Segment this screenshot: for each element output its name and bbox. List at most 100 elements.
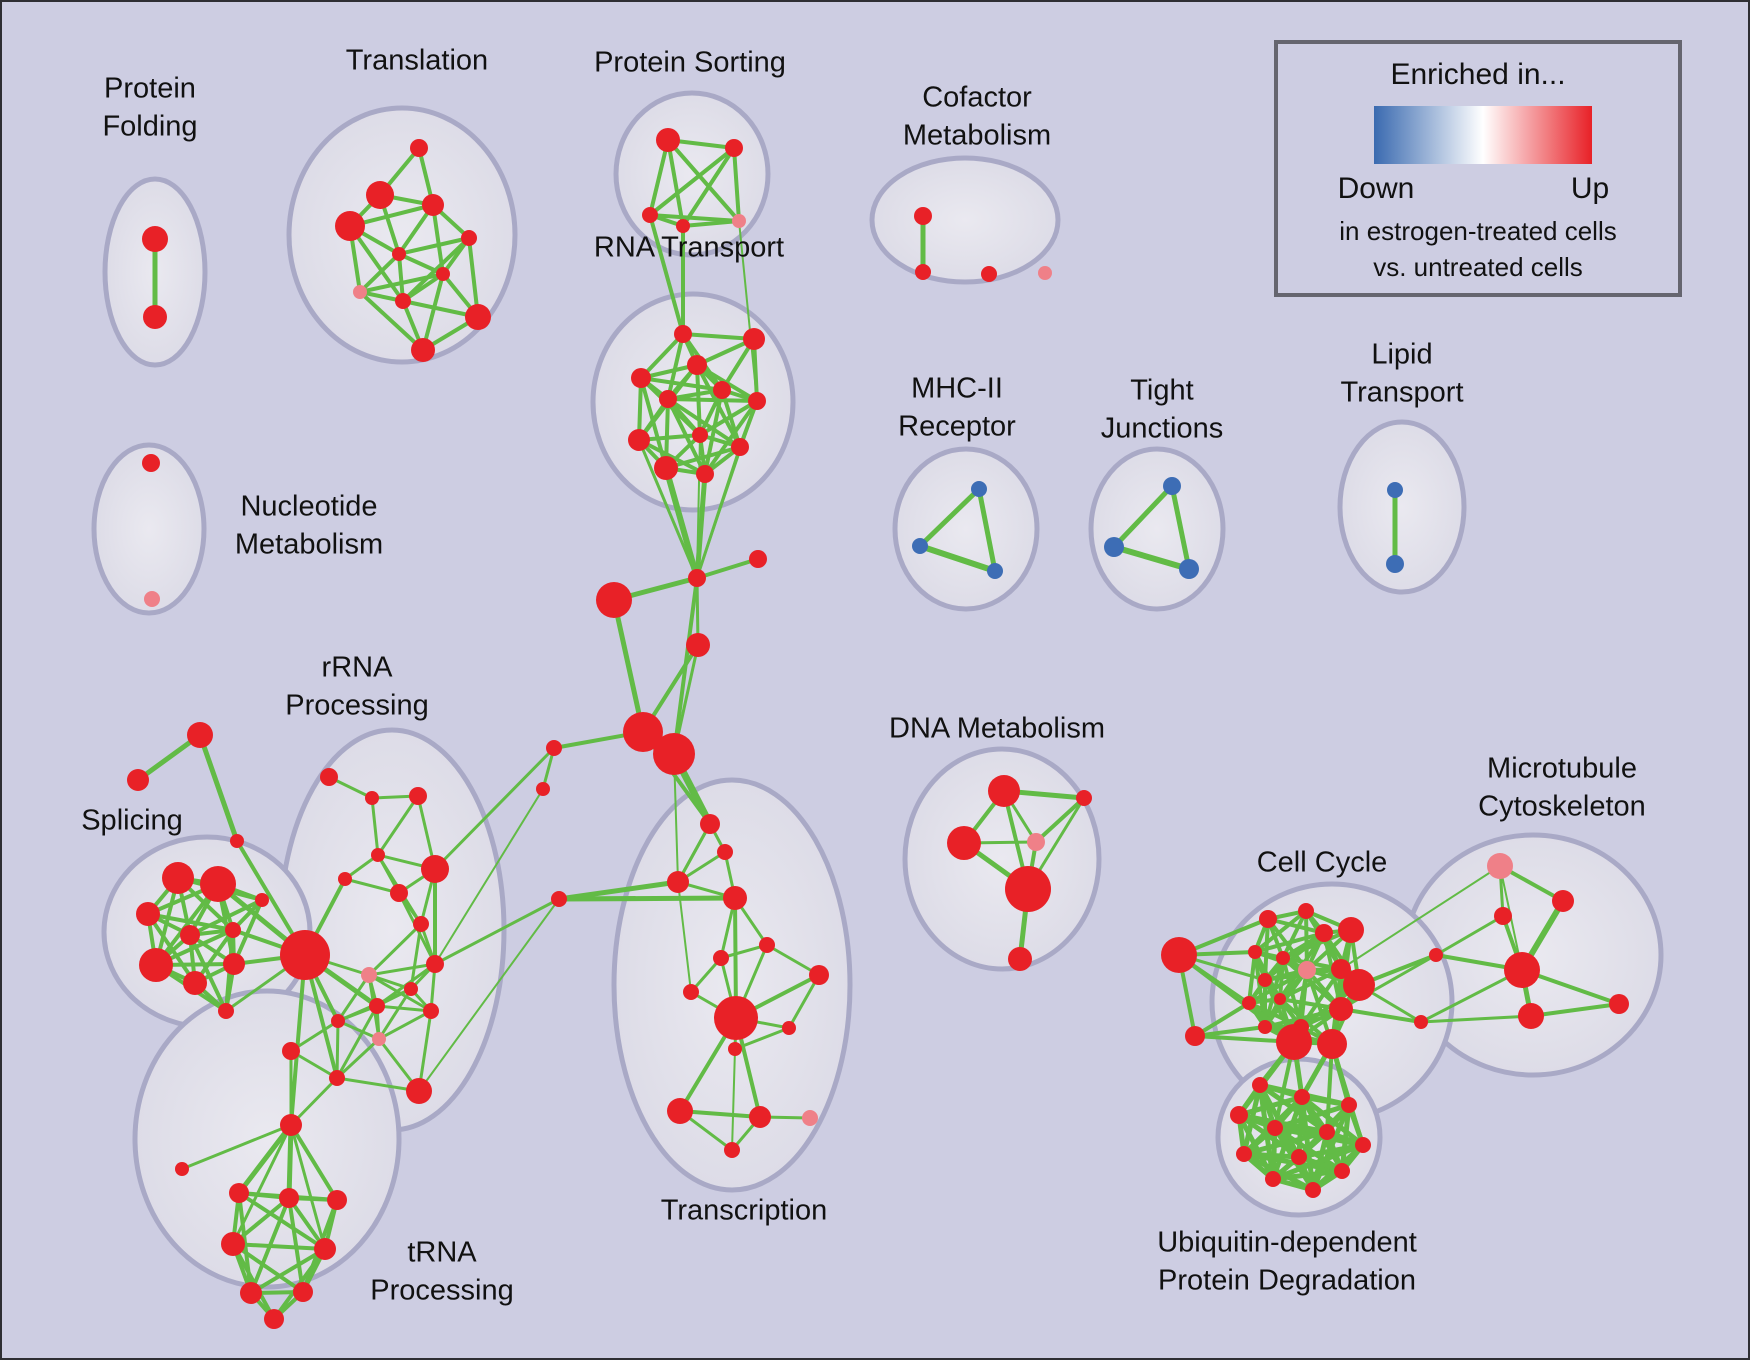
network-node[interactable] (659, 390, 677, 408)
network-edge[interactable] (648, 213, 685, 336)
network-edge[interactable] (231, 1196, 291, 1246)
network-node[interactable] (1298, 903, 1314, 919)
network-edge[interactable] (666, 138, 685, 228)
network-node[interactable] (1008, 947, 1032, 971)
network-node[interactable] (713, 381, 731, 399)
network-node[interactable] (406, 1078, 432, 1104)
network-edge[interactable] (696, 400, 758, 579)
network-node[interactable] (1387, 482, 1403, 498)
network-node[interactable] (748, 392, 766, 410)
network-node[interactable] (221, 1232, 245, 1256)
network-edge[interactable] (289, 953, 307, 1127)
network-node[interactable] (187, 722, 213, 748)
network-node[interactable] (674, 325, 692, 343)
network-node[interactable] (1305, 1182, 1321, 1198)
network-node[interactable] (642, 207, 658, 223)
network-node[interactable] (809, 965, 829, 985)
network-edge[interactable] (397, 252, 445, 276)
network-node[interactable] (335, 211, 365, 241)
network-node[interactable] (1267, 1120, 1283, 1136)
network-edge[interactable] (637, 438, 707, 476)
network-node[interactable] (404, 982, 418, 996)
network-edge[interactable] (417, 1009, 433, 1093)
network-node[interactable] (280, 930, 330, 980)
network-node[interactable] (421, 855, 449, 883)
network-node[interactable] (353, 285, 367, 299)
network-node[interactable] (1518, 1003, 1544, 1029)
network-node[interactable] (218, 1003, 234, 1019)
network-node[interactable] (1331, 959, 1351, 979)
network-node[interactable] (1276, 951, 1290, 965)
network-edge[interactable] (1529, 1002, 1621, 1018)
network-node[interactable] (338, 872, 352, 886)
network-edge[interactable] (678, 1109, 762, 1119)
network-node[interactable] (725, 139, 743, 157)
network-edge[interactable] (639, 332, 685, 380)
network-edge[interactable] (231, 1242, 305, 1294)
network-node[interactable] (331, 1014, 345, 1028)
network-node[interactable] (229, 1183, 249, 1203)
network-edge[interactable] (673, 753, 679, 883)
network-node[interactable] (653, 733, 695, 775)
network-edge[interactable] (681, 146, 736, 228)
network-node[interactable] (162, 862, 194, 894)
network-node[interactable] (1163, 477, 1181, 495)
network-node[interactable] (1414, 1015, 1428, 1029)
network-edge[interactable] (180, 1123, 293, 1171)
network-edge[interactable] (1236, 1094, 1305, 1118)
network-edge[interactable] (976, 486, 998, 574)
network-node[interactable] (749, 1106, 771, 1128)
network-edge[interactable] (1193, 1001, 1251, 1038)
network-edge[interactable] (648, 146, 736, 217)
network-node[interactable] (314, 1238, 336, 1260)
network-edge[interactable] (367, 962, 437, 977)
network-edge[interactable] (703, 399, 759, 476)
network-node[interactable] (915, 264, 931, 280)
network-node[interactable] (1104, 537, 1124, 557)
network-node[interactable] (628, 429, 650, 451)
network-node[interactable] (713, 950, 729, 966)
network-edge[interactable] (421, 272, 445, 352)
network-edge[interactable] (611, 597, 646, 735)
network-node[interactable] (369, 998, 385, 1014)
network-node[interactable] (971, 481, 987, 497)
network-node[interactable] (409, 787, 427, 805)
network-edge[interactable] (556, 879, 681, 902)
network-node[interactable] (546, 740, 562, 756)
network-edge[interactable] (289, 1123, 339, 1202)
network-edge[interactable] (401, 272, 445, 303)
network-node[interactable] (1319, 1124, 1335, 1140)
network-edge[interactable] (1241, 1129, 1330, 1157)
network-edge[interactable] (666, 138, 741, 223)
network-edge[interactable] (433, 746, 556, 871)
network-edge[interactable] (681, 219, 741, 228)
network-node[interactable] (1429, 948, 1443, 962)
network-node[interactable] (230, 834, 244, 848)
network-edge[interactable] (1263, 931, 1326, 982)
network-node[interactable] (1185, 1026, 1205, 1046)
network-node[interactable] (596, 582, 632, 618)
network-node[interactable] (723, 886, 747, 910)
network-node[interactable] (1005, 866, 1051, 912)
network-edge[interactable] (695, 557, 760, 580)
network-edge[interactable] (738, 220, 758, 402)
network-edge[interactable] (1034, 796, 1086, 844)
network-edge[interactable] (197, 732, 240, 844)
network-node[interactable] (1494, 907, 1512, 925)
network-node[interactable] (1329, 997, 1353, 1021)
network-node[interactable] (1248, 945, 1262, 959)
network-edge[interactable] (1281, 909, 1308, 960)
network-edge[interactable] (664, 445, 742, 470)
network-edge[interactable] (289, 1123, 327, 1251)
network-node[interactable] (749, 550, 767, 568)
network-edge[interactable] (648, 213, 741, 223)
network-edge[interactable] (231, 1242, 276, 1321)
network-edge[interactable] (377, 1009, 433, 1041)
network-edge[interactable] (703, 388, 724, 476)
network-node[interactable] (631, 368, 651, 388)
network-node[interactable] (1355, 1137, 1371, 1153)
network-node[interactable] (914, 207, 932, 225)
network-edge[interactable] (335, 1076, 421, 1093)
network-node[interactable] (1236, 1146, 1252, 1162)
network-node[interactable] (1504, 952, 1540, 988)
